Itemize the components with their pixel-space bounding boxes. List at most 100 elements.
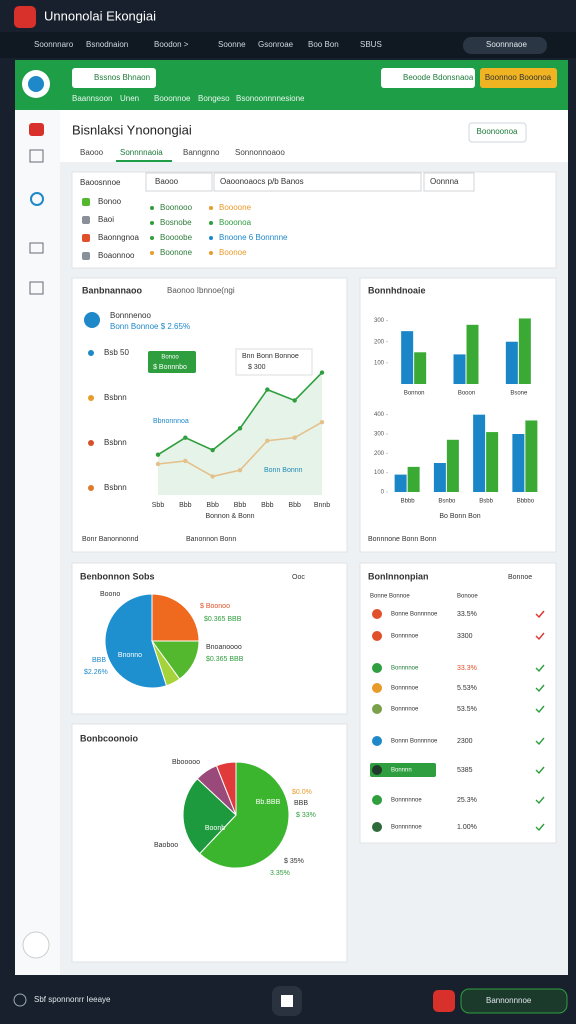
pie-label: $0.365 BBB: [204, 616, 242, 623]
check-icon[interactable]: [535, 823, 545, 832]
field[interactable]: [423, 172, 475, 192]
y-tick-label: 100: [374, 360, 385, 366]
row-name: Bonnnnoe: [391, 686, 419, 692]
point: [155, 461, 161, 467]
callout-text: Bonoo: [161, 355, 179, 361]
row-value: 53.5%: [457, 706, 477, 713]
option-icon[interactable]: [82, 234, 90, 242]
button[interactable]: [72, 68, 156, 88]
legend-text: Booonoa: [219, 218, 252, 227]
search[interactable]: [213, 172, 422, 192]
y-tick-label: 400: [374, 412, 385, 418]
bar: [505, 341, 518, 384]
sidebar-icon[interactable]: [29, 242, 44, 254]
x-tick-label: Bsbb: [479, 499, 493, 505]
y-tick-label: 100: [374, 470, 385, 476]
check-icon[interactable]: [535, 705, 545, 714]
legend-dot: [150, 251, 154, 255]
option-icon[interactable]: [82, 216, 90, 224]
select-text: Baooo: [155, 177, 179, 186]
bar: [394, 474, 407, 492]
pie-label: $ 33%: [296, 812, 316, 819]
row-icon: [372, 822, 382, 832]
footer-text: Banonnon Bonn: [186, 536, 236, 543]
app-icon[interactable]: [14, 6, 36, 28]
legend-text: Boooobe: [160, 233, 193, 242]
row-name: Bonnnnnoe: [391, 825, 422, 831]
button-text: Bssnos Bhnaon: [94, 73, 150, 82]
stat-icon: [84, 312, 100, 328]
legend-dot: [209, 206, 213, 210]
legend-dot: [209, 236, 213, 240]
nav-tab: Gsonroae: [258, 40, 294, 49]
point: [237, 468, 243, 473]
footer-button[interactable]: [460, 988, 568, 1014]
y-tick-label: 300: [374, 432, 385, 438]
row-value: 33.5%: [457, 611, 477, 618]
x-tick-label: Booon: [458, 391, 475, 397]
record-icon[interactable]: [433, 990, 455, 1012]
avatar[interactable]: [22, 931, 50, 959]
point: [319, 419, 325, 425]
check-icon[interactable]: [535, 766, 545, 775]
button[interactable]: [381, 68, 475, 88]
check-icon[interactable]: [535, 684, 545, 693]
callout-text: Bnn Bonn Bonnoe: [242, 353, 299, 360]
point: [319, 370, 325, 375]
line-panel: [71, 277, 348, 553]
bar: [433, 463, 446, 492]
legend-text: Boonone: [160, 248, 193, 257]
check-icon[interactable]: [535, 610, 545, 619]
row-value: 2300: [457, 738, 473, 745]
bar: [466, 324, 479, 384]
option-icon[interactable]: [82, 198, 90, 206]
panel-title: Banbnannaoo: [82, 285, 143, 295]
side-label: Bsbnn: [104, 393, 127, 402]
header-link: Bongeso: [198, 94, 230, 103]
option-icon[interactable]: [82, 252, 90, 260]
check-icon[interactable]: [535, 664, 545, 673]
pie-slice: [215, 761, 237, 816]
nav-tab: Boo Bon: [308, 40, 339, 49]
nav-pill[interactable]: [463, 37, 547, 54]
filter-label: Baoosnnoe: [80, 178, 121, 187]
x-tick-label: Bbb: [206, 502, 219, 509]
select[interactable]: [145, 172, 213, 192]
slice-label: Bb.BBB: [256, 799, 281, 806]
row-value: 5.53%: [457, 685, 477, 692]
point: [265, 438, 270, 443]
legend-dot: [150, 206, 154, 210]
check-icon[interactable]: [535, 737, 545, 746]
side-label: Bsbnn: [104, 483, 127, 492]
footer-text: Bonr Banonnonnd: [82, 536, 139, 543]
row-value: 1.00%: [457, 824, 477, 831]
bar: [473, 414, 486, 492]
row-icon: [372, 736, 382, 746]
check-icon[interactable]: [535, 632, 545, 641]
pie-slice: [151, 593, 200, 642]
point: [292, 398, 297, 403]
x-tick-label: Bbb: [234, 502, 247, 509]
nav-tab: SBUS: [360, 40, 382, 49]
sidebar-icon[interactable]: [29, 149, 44, 163]
row-name: Bonnnnoe: [391, 707, 419, 713]
sidebar-icon[interactable]: [29, 281, 44, 295]
row-highlight: [370, 763, 436, 777]
sidebar-icon[interactable]: [30, 192, 44, 206]
button[interactable]: [468, 122, 527, 143]
sidebar-icon[interactable]: [29, 123, 44, 136]
check-icon[interactable]: [535, 796, 545, 805]
button[interactable]: [480, 68, 557, 88]
y-tick-label: 300: [374, 318, 385, 324]
bar: [518, 318, 531, 384]
bar: [446, 439, 459, 492]
page-tab: Baooo: [80, 148, 104, 157]
column-header: Bonne Bonnoe: [370, 594, 410, 600]
area: [158, 372, 322, 495]
annotation: Bonn Bonnn: [264, 467, 303, 474]
status-icon: [13, 993, 27, 1007]
row-name: Bonne Bonnnnoe: [391, 612, 438, 618]
y-tick-label: 200: [374, 339, 385, 345]
